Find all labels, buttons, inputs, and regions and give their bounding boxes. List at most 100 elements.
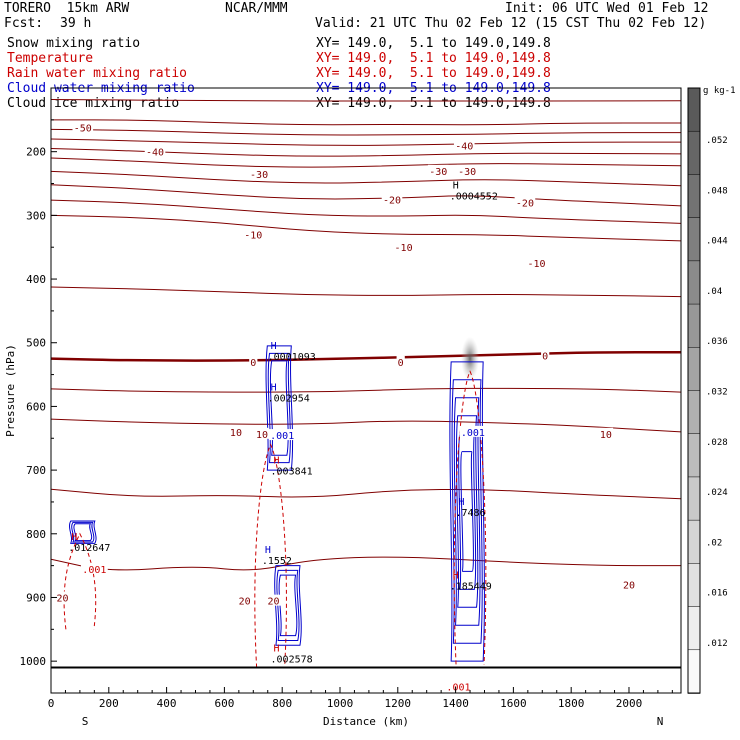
colorbar-unit: g kg-1 xyxy=(703,86,736,96)
isotherm-intermediate xyxy=(51,286,681,298)
colorbar-label: .016 xyxy=(706,589,728,599)
rain-contour xyxy=(63,532,97,630)
maximum-value: .012647 xyxy=(68,543,110,554)
y-axis-title: Pressure (hPa) xyxy=(4,344,17,437)
plot-frame xyxy=(50,87,682,694)
axes: 0 200 400 600 800 1000 1200 1400 1600 1800 2000200… xyxy=(4,87,682,728)
colorbar-segment xyxy=(687,476,701,521)
colorbar-segment xyxy=(687,174,701,219)
north-label: N xyxy=(657,715,664,728)
colorbar-segment xyxy=(687,519,701,565)
contour-label: -10 xyxy=(527,259,545,270)
contour-label-bg xyxy=(514,196,536,208)
colorbar: g kg-1 .052 .048 .044 .04 .036 .032 .028 .024 .02… xyxy=(687,86,736,694)
contour-label: -40 xyxy=(146,148,164,159)
x-tick-label: 800 xyxy=(272,697,292,710)
cloud-water-contour xyxy=(73,523,93,542)
contour-label-bg xyxy=(459,425,487,437)
isotherm-top xyxy=(51,98,681,102)
cloud-water-contour xyxy=(451,379,483,644)
maximum-marker: H xyxy=(453,570,459,581)
legend-snow-name: Snow mixing ratio xyxy=(7,36,141,51)
maximum-value: .002578 xyxy=(271,655,313,666)
maximum-marker: H xyxy=(458,497,464,508)
contour-label: -20 xyxy=(516,199,534,210)
contour-label: -30 xyxy=(458,167,476,178)
contour-label: -10 xyxy=(244,230,262,241)
maximum-value: .0001093 xyxy=(268,352,316,363)
contour-label-bg xyxy=(393,241,414,253)
maximum-marker: H xyxy=(71,532,77,543)
isotherm--30 xyxy=(51,157,681,168)
legend-temperature-xy: XY= 149.0, 5.1 to 149.0,149.8 xyxy=(316,51,551,66)
fcst-value: 39 h xyxy=(60,16,92,31)
contour-label-bg xyxy=(598,427,614,439)
x-tick-label: 1000 xyxy=(327,697,354,710)
fcst-label: Fcst: xyxy=(4,16,44,31)
contour-label: 10 xyxy=(600,430,612,441)
colorbar-segment xyxy=(687,606,701,651)
colorbar-segment xyxy=(687,260,701,305)
y-tick-label: 200 xyxy=(26,146,46,159)
cloud-water-contour xyxy=(453,397,481,626)
colorbar-segment xyxy=(687,649,701,694)
contour-label-bg xyxy=(80,562,108,574)
cloud-water-contour xyxy=(274,565,302,646)
contour-label-bg xyxy=(254,427,270,439)
south-label: S xyxy=(82,715,89,728)
rain-contour xyxy=(453,370,487,665)
colorbar-label: .012 xyxy=(706,639,728,649)
isotherm-intermediate xyxy=(51,128,681,136)
contour-label: 20 xyxy=(239,597,251,608)
colorbar-label: .044 xyxy=(706,237,728,247)
cloud-water-contour xyxy=(460,451,474,572)
contour-label: .001 xyxy=(270,431,294,442)
y-tick-label: 800 xyxy=(26,528,46,541)
contour-label: 0 xyxy=(250,358,256,369)
y-tick-label: 500 xyxy=(26,337,46,350)
isotherm-0 xyxy=(51,351,681,362)
maximum-value: .002954 xyxy=(268,394,310,405)
x-axis-title: Distance (km) xyxy=(323,715,409,728)
isotherm-intermediate xyxy=(51,170,681,187)
maximum-value: .003841 xyxy=(271,467,313,478)
contour-label: 0 xyxy=(398,358,404,369)
maximum-value: .185449 xyxy=(450,581,492,592)
colorbar-label: .036 xyxy=(706,337,728,347)
maximum-marker: H xyxy=(274,456,280,467)
contour-label-bg xyxy=(242,228,264,240)
isotherm--20 xyxy=(51,184,681,207)
contour-label: -40 xyxy=(455,141,473,152)
cloud-water-contour xyxy=(458,433,477,590)
isotherm-intermediate xyxy=(51,387,681,393)
maximum-marker: H xyxy=(271,341,277,352)
colorbar-label: .024 xyxy=(706,488,728,498)
contour-label: 10 xyxy=(230,428,242,439)
x-tick-label: 1400 xyxy=(442,697,469,710)
cloud-water-contour xyxy=(449,361,485,662)
x-tick-label: 200 xyxy=(99,697,119,710)
contour-label: 20 xyxy=(623,581,635,592)
center-title: NCAR/MMM xyxy=(225,1,288,16)
x-tick-label: 1200 xyxy=(385,697,412,710)
x-tick-label: 2000 xyxy=(616,697,643,710)
contour-label: .001 xyxy=(82,565,106,576)
contour-label-bg xyxy=(396,355,405,367)
contour-label-bg xyxy=(72,121,94,133)
isotherm-10 xyxy=(51,418,681,433)
contour-label-bg xyxy=(541,349,550,361)
isotherm--10 xyxy=(51,214,681,242)
colorbar-label: .028 xyxy=(706,438,728,448)
contour-label: 0 xyxy=(542,351,548,362)
colorbar-label: .048 xyxy=(706,186,728,196)
x-tick-label: 600 xyxy=(214,697,234,710)
colorbar-segment xyxy=(687,347,701,392)
contour-label: -10 xyxy=(395,243,413,254)
contour-label-bg xyxy=(381,193,403,205)
contour-label: -20 xyxy=(383,195,401,206)
maximum-value: .7486 xyxy=(455,508,485,519)
legend-rain-xy: XY= 149.0, 5.1 to 149.0,149.8 xyxy=(316,66,551,81)
colorbar-label: .052 xyxy=(706,136,728,146)
legend-rain-name: Rain water mixing ratio xyxy=(7,66,188,81)
y-tick-label: 900 xyxy=(26,591,46,604)
